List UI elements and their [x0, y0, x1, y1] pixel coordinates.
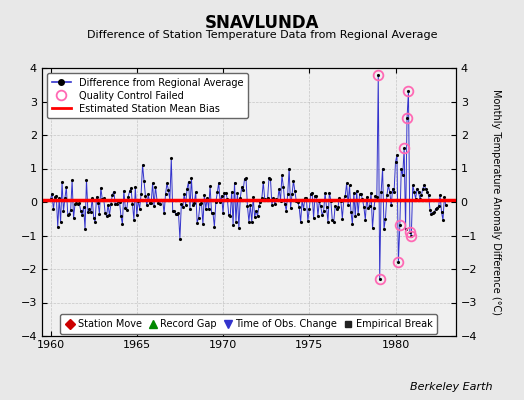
- Y-axis label: Monthly Temperature Anomaly Difference (°C): Monthly Temperature Anomaly Difference (…: [491, 89, 501, 315]
- Text: Berkeley Earth: Berkeley Earth: [410, 382, 493, 392]
- Text: SNAVLUNDA: SNAVLUNDA: [205, 14, 319, 32]
- Text: Difference of Station Temperature Data from Regional Average: Difference of Station Temperature Data f…: [87, 30, 437, 40]
- Legend: Station Move, Record Gap, Time of Obs. Change, Empirical Break: Station Move, Record Gap, Time of Obs. C…: [60, 314, 438, 334]
